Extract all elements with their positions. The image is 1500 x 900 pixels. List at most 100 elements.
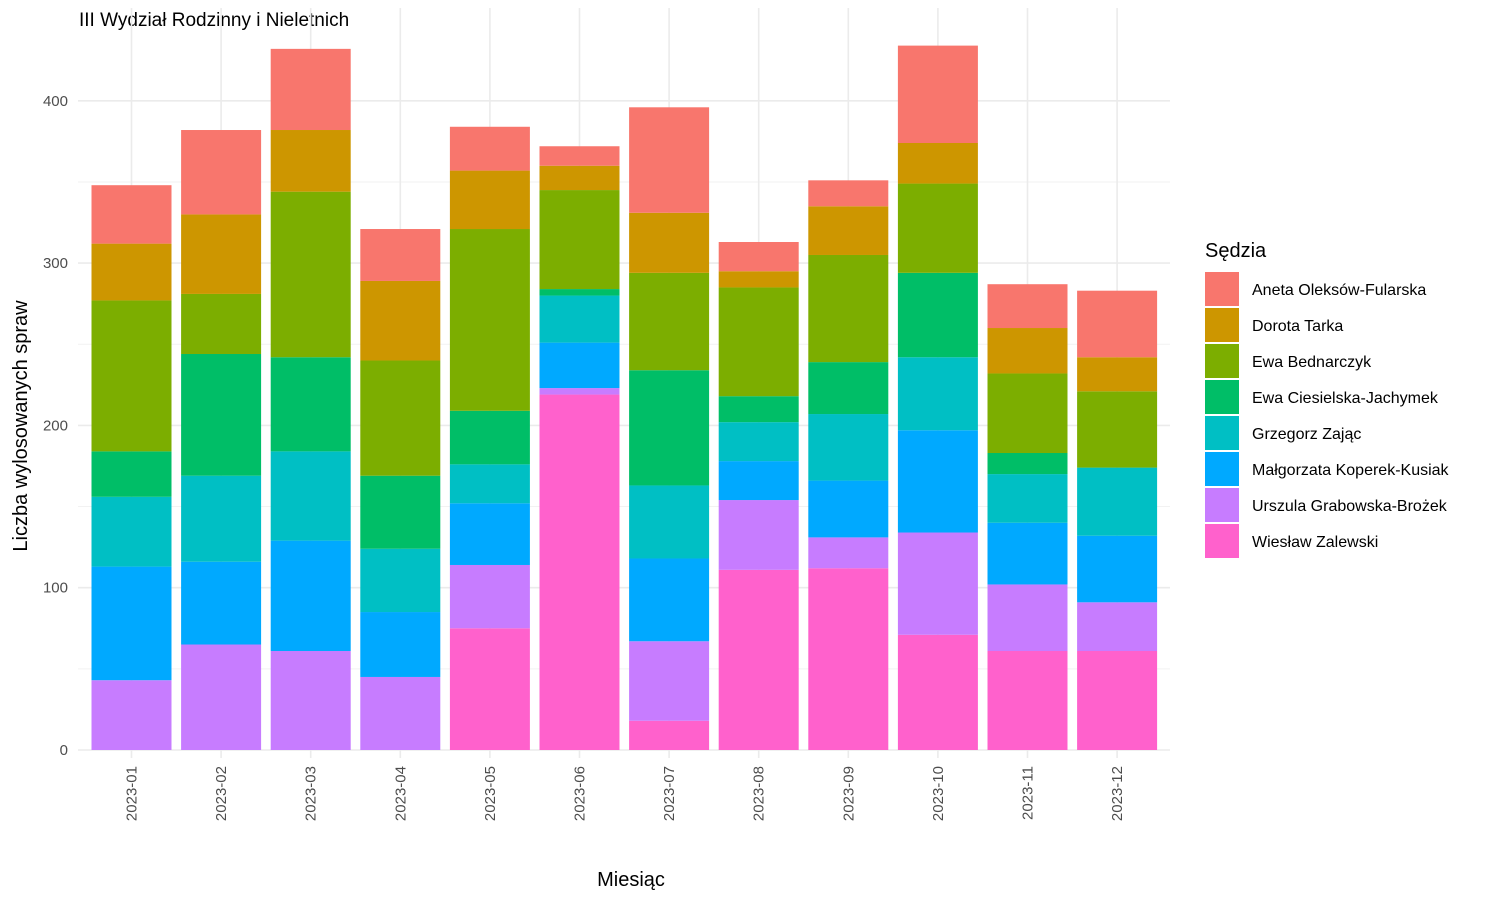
bar-segment — [987, 522, 1068, 585]
x-tick-label: 2023-12 — [1109, 766, 1126, 821]
bar-segment — [897, 183, 978, 273]
bar-segment — [897, 430, 978, 533]
bar-segment — [181, 475, 262, 562]
bar-segment — [270, 357, 351, 452]
bar-segment — [360, 548, 441, 613]
bar-segment — [1077, 602, 1158, 651]
bar-segment — [181, 561, 262, 645]
bar-segment — [91, 300, 172, 452]
bar-segment — [987, 328, 1068, 374]
legend-label: Urszula Grabowska-Brożek — [1252, 498, 1448, 515]
bar-segment — [897, 634, 978, 750]
x-tick-label: 2023-08 — [751, 766, 768, 821]
bar-segment — [629, 558, 710, 642]
bar-segment — [629, 720, 710, 750]
y-axis-title: Liczba wylosowanych spraw — [10, 300, 32, 552]
bar-segment — [629, 272, 710, 371]
bar-segment — [808, 414, 889, 481]
legend-label: Dorota Tarka — [1252, 318, 1343, 335]
bar-segment — [539, 165, 620, 191]
legend-swatch — [1205, 344, 1239, 378]
bar-segment — [91, 496, 172, 567]
bar-segment — [181, 130, 262, 215]
legend-label: Grzegorz Zając — [1252, 426, 1361, 443]
legend-swatch — [1205, 488, 1239, 522]
bar-segment — [91, 451, 172, 497]
x-axis-ticks: 2023-01 2023-02 2023-03 2023-04 2023-05 2023-… — [124, 766, 1127, 821]
bar-segment — [360, 229, 441, 281]
bars — [91, 45, 1158, 750]
bar-segment — [987, 373, 1068, 453]
bar-segment — [718, 569, 799, 750]
bar-segment — [897, 272, 978, 358]
bar-segment — [91, 680, 172, 750]
bar-segment — [449, 628, 530, 750]
bar-segment — [987, 584, 1068, 651]
bar-segment — [897, 532, 978, 635]
bar-segment — [1077, 535, 1158, 603]
bar-segment — [449, 564, 530, 629]
y-tick-label: 100 — [43, 580, 68, 597]
legend-swatch — [1205, 380, 1239, 414]
bar-segment — [808, 537, 889, 569]
bar-segment — [360, 475, 441, 549]
legend-label: Ewa Ciesielska-Jachymek — [1252, 390, 1439, 407]
chart-title: III Wydział Rodzinny i Nieletnich — [79, 10, 349, 31]
bar-segment — [360, 280, 441, 361]
x-tick-label: 2023-06 — [572, 766, 589, 821]
bar-segment — [181, 293, 262, 354]
bar-segment — [629, 485, 710, 559]
y-tick-label: 300 — [43, 255, 68, 272]
bar-segment — [1077, 650, 1158, 750]
x-tick-label: 2023-03 — [303, 766, 320, 821]
bar-segment — [808, 206, 889, 255]
bar-segment — [718, 396, 799, 423]
x-tick-label: 2023-01 — [124, 766, 141, 821]
legend-label: Wiesław Zalewski — [1252, 534, 1378, 551]
x-tick-label: 2023-07 — [661, 766, 678, 821]
bar-segment — [449, 410, 530, 465]
bar-segment — [718, 271, 799, 288]
bar-segment — [449, 229, 530, 411]
bar-segment — [718, 287, 799, 397]
legend-swatch — [1205, 452, 1239, 486]
y-axis-ticks: 0 100 200 300 400 — [43, 93, 68, 759]
bar-segment — [449, 126, 530, 171]
bar-segment — [808, 480, 889, 538]
bar-segment — [91, 243, 172, 301]
bar-segment — [897, 142, 978, 184]
legend-swatch — [1205, 416, 1239, 450]
x-tick-label: 2023-02 — [213, 766, 230, 821]
bar-segment — [539, 342, 620, 389]
bar-segment — [449, 464, 530, 504]
x-tick-label: 2023-11 — [1020, 766, 1037, 820]
bar-segment — [718, 500, 799, 570]
bar-segment — [270, 650, 351, 750]
x-tick-label: 2023-05 — [482, 766, 499, 821]
bar-segment — [629, 641, 710, 721]
bar-segment — [629, 370, 710, 486]
bar-segment — [360, 676, 441, 750]
y-tick-label: 400 — [43, 93, 68, 110]
bar-segment — [808, 362, 889, 415]
bar-segment — [718, 422, 799, 462]
x-tick-label: 2023-04 — [392, 766, 409, 821]
bar-segment — [718, 461, 799, 501]
y-tick-label: 200 — [43, 417, 68, 434]
bar-segment — [808, 254, 889, 363]
x-tick-label: 2023-09 — [840, 766, 857, 821]
bar-segment — [987, 452, 1068, 475]
bar-segment — [270, 540, 351, 651]
bar-segment — [360, 612, 441, 677]
legend-label: Aneta Oleksów-Fularska — [1252, 282, 1426, 299]
bar-segment — [270, 191, 351, 358]
bar-segment — [539, 295, 620, 343]
legend-title: Sędzia — [1205, 240, 1267, 262]
legend-swatch — [1205, 308, 1239, 342]
legend-label: Małgorzata Koperek-Kusiak — [1252, 462, 1450, 479]
bar-segment — [897, 357, 978, 431]
bar-segment — [91, 185, 172, 244]
bar-segment — [270, 130, 351, 192]
bar-segment — [808, 180, 889, 207]
